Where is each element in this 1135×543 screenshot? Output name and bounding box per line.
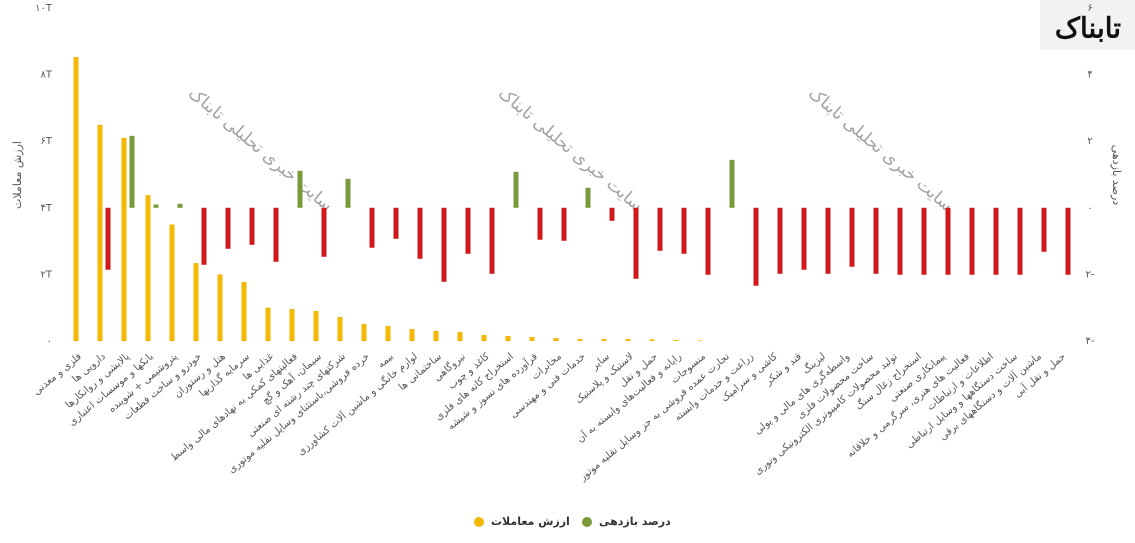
bar [489,207,495,274]
bar [321,207,327,257]
bar [289,309,295,341]
bar [697,340,703,341]
bar [1065,207,1071,275]
bar [609,207,615,221]
bar [409,329,415,341]
bar [369,207,375,248]
bar [385,326,391,341]
bar [849,207,855,267]
y2-axis-title: درصد بازدهی [1110,145,1123,206]
bar [705,207,711,275]
bar [513,171,519,208]
bar [129,135,135,208]
bar [825,207,831,274]
bar [625,339,631,341]
bar [969,207,975,275]
bar [145,195,151,341]
bar [1041,207,1047,252]
y-tick-label: ۴T [41,203,53,214]
bar [249,207,255,245]
bar [897,207,903,275]
bar [337,317,343,341]
bar [921,207,927,275]
watermark: سایت خبری تحلیلی تابناک [184,84,336,216]
bar [393,207,399,239]
bar [313,311,319,341]
bar [1017,207,1023,275]
bar [553,338,559,341]
y-axis-title: ارزش معاملات [11,141,24,209]
y2-tick-label: ۲ [1087,136,1092,147]
bar [217,274,223,341]
y-tick-label: ۸T [41,70,53,81]
bar [649,339,655,341]
y-tick-label: ۰ [47,336,52,347]
bar [673,340,679,341]
bar [465,207,471,254]
bar [73,56,79,342]
bar [993,207,999,275]
bar [201,207,207,265]
bar [193,263,199,341]
bar [241,282,247,341]
bar [777,207,783,274]
bar [297,170,303,208]
bar [273,207,279,262]
y-tick-label: ۲T [41,269,53,280]
bar [481,335,487,341]
bar [265,307,271,341]
logo: تابناک [1055,12,1121,45]
bar [537,207,543,240]
bar [657,207,663,251]
bar [457,332,463,341]
bar [105,207,111,270]
bar [601,339,607,341]
bar [153,204,159,208]
bar [729,159,735,208]
bar [433,331,439,341]
y-tick-label: ۶T [41,136,53,147]
bar [561,207,567,241]
bar [441,207,447,282]
watermark: سایت خبری تحلیلی تابناک [804,84,956,216]
bar [529,337,535,341]
y2-tick-label: ۲- [1086,269,1095,280]
bar [97,124,103,342]
bar [361,324,367,341]
bar [873,207,879,274]
bar [345,178,351,208]
bar [681,207,687,254]
bar [633,207,639,279]
bar [225,207,231,249]
bar [577,339,583,341]
y2-tick-label: ۰ [1087,203,1092,214]
bar [585,187,591,208]
bar [121,137,127,341]
logo-box [1040,0,1135,50]
legend-label: ارزش معاملات [491,515,570,528]
y2-tick-label: ۴ [1087,70,1092,81]
bar [169,224,175,341]
bar [945,207,951,275]
y2-tick-label: ۶ [1087,3,1092,14]
bar [177,203,183,208]
y-tick-label: ۱۰T [35,3,53,14]
legend-label: درصد بازدهی [599,515,671,528]
legend-marker [474,517,484,527]
bar [417,207,423,259]
bar [505,336,511,341]
bar [801,207,807,270]
legend-marker [582,517,592,527]
bar [753,207,759,286]
y2-tick-label: ۴- [1086,336,1095,347]
